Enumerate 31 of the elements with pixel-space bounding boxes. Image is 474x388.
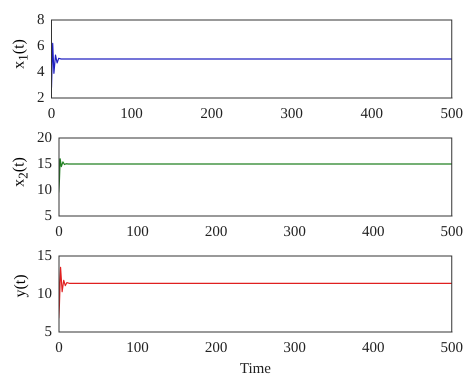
- y-tick-label: 10: [37, 286, 52, 302]
- x-tick-label: 400: [362, 224, 384, 240]
- x-tick-label: 0: [55, 340, 63, 356]
- x-tick-label: 200: [204, 224, 228, 240]
- x-tick-label: 400: [362, 340, 384, 356]
- x-axis-title: Time: [240, 360, 272, 377]
- x-tick-label: 500: [440, 340, 463, 356]
- x-tick-label: 0: [55, 224, 63, 240]
- y-tick-label: 20: [37, 130, 52, 146]
- x-tick-label: 200: [200, 106, 223, 122]
- y-tick-label: 5: [44, 324, 52, 340]
- y-tick-label: 2: [37, 90, 44, 106]
- x-tick-label: 0: [48, 106, 56, 122]
- y-tick-label: 15: [37, 248, 52, 264]
- x-tick-label: 500: [440, 224, 463, 240]
- x-tick-label: 200: [204, 340, 228, 356]
- y-axis-title: y(t): [12, 274, 30, 298]
- y-tick-label: 15: [37, 156, 52, 172]
- x-tick-label: 300: [280, 106, 303, 122]
- y-tick-label: 4: [37, 64, 45, 80]
- y-tick-label: 5: [44, 208, 52, 224]
- x-tick-label: 300: [283, 224, 306, 240]
- y-tick-label: 10: [37, 182, 52, 198]
- x-tick-label: 500: [440, 106, 463, 122]
- x-tick-label: 100: [126, 340, 149, 356]
- x-tick-label: 400: [360, 106, 383, 122]
- y-tick-label: 8: [37, 12, 44, 28]
- x-tick-label: 100: [120, 106, 143, 122]
- x-tick-label: 300: [283, 340, 306, 356]
- y-tick-label: 6: [37, 38, 45, 54]
- x-tick-label: 100: [126, 224, 149, 240]
